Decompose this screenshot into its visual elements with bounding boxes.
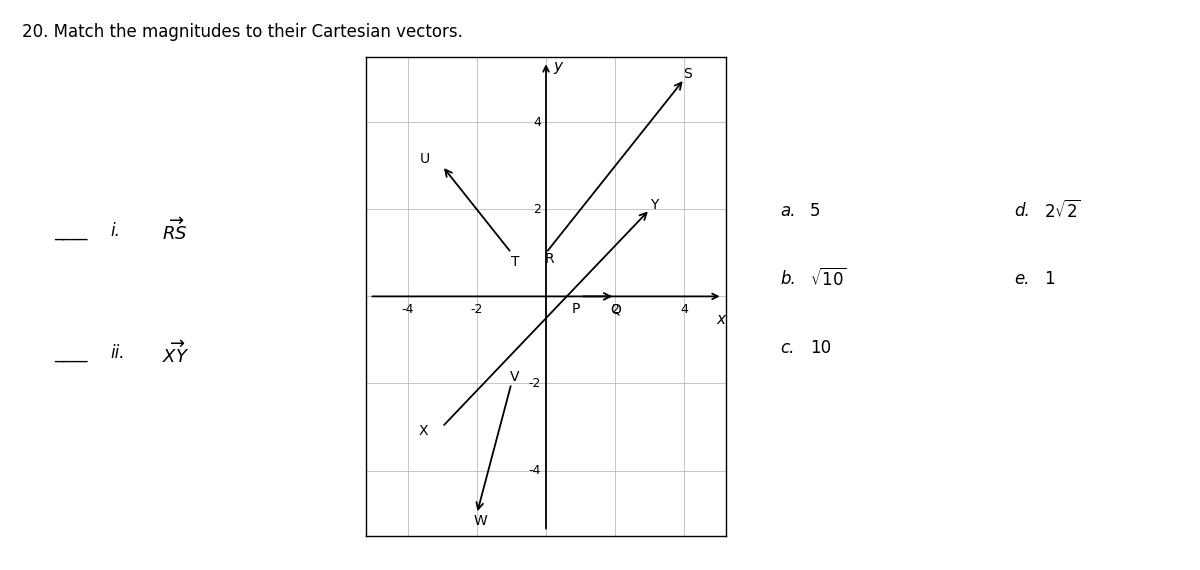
Text: -2: -2: [528, 377, 541, 390]
Text: V: V: [510, 370, 520, 384]
Text: T: T: [510, 255, 520, 268]
Text: -4: -4: [401, 303, 414, 316]
Text: y: y: [553, 59, 562, 74]
Text: b.: b.: [780, 270, 796, 288]
Text: Q: Q: [610, 303, 620, 316]
Text: 2: 2: [533, 203, 541, 216]
Text: $2\sqrt{2}$: $2\sqrt{2}$: [1044, 200, 1081, 222]
Text: ____: ____: [54, 222, 88, 240]
Text: X: X: [419, 424, 428, 438]
Text: P: P: [571, 303, 580, 316]
Text: -4: -4: [528, 464, 541, 477]
Text: 1: 1: [1044, 270, 1055, 288]
Text: ____: ____: [54, 344, 88, 363]
Text: c.: c.: [780, 339, 794, 357]
Text: $\overrightarrow{RS}$: $\overrightarrow{RS}$: [162, 217, 187, 245]
Text: S: S: [684, 67, 692, 82]
Text: d.: d.: [1014, 202, 1030, 220]
Text: R: R: [545, 253, 554, 266]
Text: $\sqrt{10}$: $\sqrt{10}$: [810, 268, 847, 290]
Text: x: x: [716, 312, 725, 327]
Text: e.: e.: [1014, 270, 1030, 288]
Text: $\overrightarrow{XY}$: $\overrightarrow{XY}$: [162, 340, 190, 367]
Text: ii.: ii.: [110, 344, 125, 363]
Text: 2: 2: [611, 303, 619, 316]
Text: Y: Y: [650, 198, 658, 212]
Text: 5: 5: [810, 202, 821, 220]
Text: W: W: [473, 514, 487, 528]
Text: -2: -2: [470, 303, 482, 316]
Text: a.: a.: [780, 202, 796, 220]
Text: 4: 4: [533, 116, 541, 129]
Text: i.: i.: [110, 222, 120, 240]
Text: U: U: [420, 152, 430, 166]
Text: 4: 4: [680, 303, 689, 316]
Text: 10: 10: [810, 339, 832, 357]
Text: 20. Match the magnitudes to their Cartesian vectors.: 20. Match the magnitudes to their Cartes…: [22, 23, 462, 41]
